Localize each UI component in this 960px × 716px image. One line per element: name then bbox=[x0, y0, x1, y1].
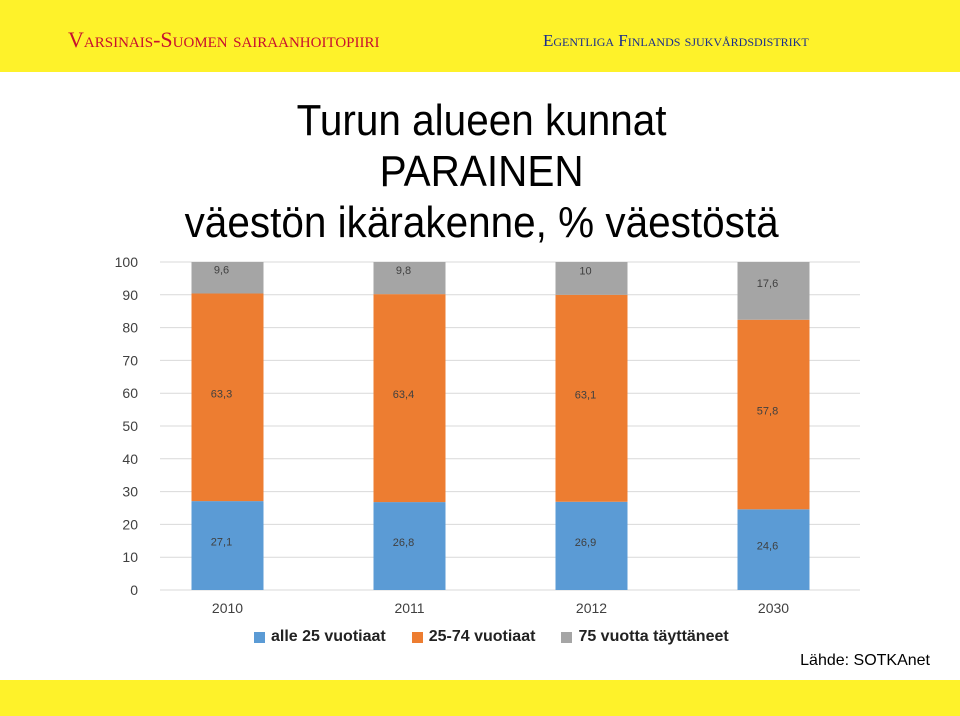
bar-2010-series-0 bbox=[191, 501, 264, 590]
bar-2012-series-2 bbox=[555, 262, 628, 295]
bar-2030-series-1 bbox=[737, 319, 810, 510]
data-label-2012-series-2: 10 bbox=[579, 265, 591, 277]
data-label-2010-series-1: 63,3 bbox=[211, 388, 232, 400]
data-label-2011-series-1: 63,4 bbox=[393, 389, 414, 401]
legend-label-75plus: 75 vuotta täyttäneet bbox=[578, 628, 729, 645]
bar-2010-series-2 bbox=[191, 262, 264, 294]
legend-item-under25: alle 25 vuotiaat bbox=[254, 628, 386, 646]
bar-2030-series-2 bbox=[737, 262, 810, 320]
data-label-2030-series-1: 57,8 bbox=[757, 406, 778, 418]
legend-swatch-25-74 bbox=[411, 631, 423, 643]
data-label-2012-series-1: 63,1 bbox=[575, 389, 596, 401]
bar-2011-series-2 bbox=[373, 262, 446, 295]
chart-title-line1: Turun alueen kunnat bbox=[296, 96, 667, 145]
legend-swatch-under25 bbox=[254, 631, 265, 643]
x-tick-label-2012: 2012 bbox=[576, 600, 607, 616]
data-label-2012-series-0: 26,9 bbox=[575, 537, 596, 549]
x-tick-label-2030: 2030 bbox=[758, 600, 789, 616]
data-label-2030-series-2: 17,6 bbox=[757, 278, 778, 290]
y-tick-label-10: 10 bbox=[122, 549, 138, 565]
legend-item-75plus: 75 vuotta täyttäneet bbox=[561, 628, 729, 646]
y-tick-label-60: 60 bbox=[122, 385, 138, 401]
stacked-bar-chart: 010203040506070809010027,163,39,6201026,… bbox=[115, 254, 860, 616]
y-tick-label-30: 30 bbox=[122, 484, 138, 500]
source-note: Lähde: SOTKAnet bbox=[800, 652, 930, 669]
x-tick-label-2010: 2010 bbox=[212, 600, 243, 616]
legend-label-25-74: 25-74 vuotiaat bbox=[428, 628, 536, 645]
y-tick-label-70: 70 bbox=[122, 352, 138, 368]
y-tick-label-80: 80 bbox=[122, 320, 138, 336]
y-tick-label-40: 40 bbox=[122, 451, 138, 467]
org-name-finnish: Varsinais-Suomen sairaanhoitopiiri bbox=[68, 27, 380, 52]
bar-2010-series-1 bbox=[191, 293, 264, 502]
footer-band bbox=[0, 680, 960, 716]
legend-label-under25: alle 25 vuotiaat bbox=[271, 628, 386, 645]
data-label-2011-series-0: 26,8 bbox=[393, 537, 414, 549]
y-tick-label-20: 20 bbox=[122, 516, 138, 532]
y-tick-label-50: 50 bbox=[122, 418, 138, 434]
bar-2012-series-0 bbox=[555, 501, 628, 590]
header-band bbox=[0, 0, 960, 72]
data-label-2030-series-0: 24,6 bbox=[757, 541, 778, 553]
chart-title-line2: PARAINEN bbox=[379, 147, 584, 196]
y-tick-label-0: 0 bbox=[130, 582, 138, 598]
data-label-2011-series-2: 9,8 bbox=[396, 265, 411, 277]
bar-2011-series-1 bbox=[373, 294, 446, 503]
legend-swatch-75plus bbox=[561, 631, 573, 643]
x-tick-label-2011: 2011 bbox=[394, 600, 424, 616]
bar-2011-series-0 bbox=[373, 502, 446, 590]
data-label-2010-series-0: 27,1 bbox=[211, 537, 232, 549]
org-name-swedish: Egentliga Finlands sjukvårdsdistrikt bbox=[543, 31, 809, 50]
y-tick-label-90: 90 bbox=[122, 287, 138, 303]
bar-2012-series-1 bbox=[555, 294, 628, 502]
bar-2030-series-0 bbox=[737, 509, 810, 590]
legend-item-25-74: 25-74 vuotiaat bbox=[411, 628, 536, 646]
y-tick-label-100: 100 bbox=[115, 254, 139, 270]
chart-legend: alle 25 vuotiaat 25-74 vuotiaat 75 vuott… bbox=[254, 628, 729, 646]
chart-title-line3: väestön ikärakenne, % väestöstä bbox=[184, 198, 779, 247]
data-label-2010-series-2: 9,6 bbox=[214, 265, 229, 277]
